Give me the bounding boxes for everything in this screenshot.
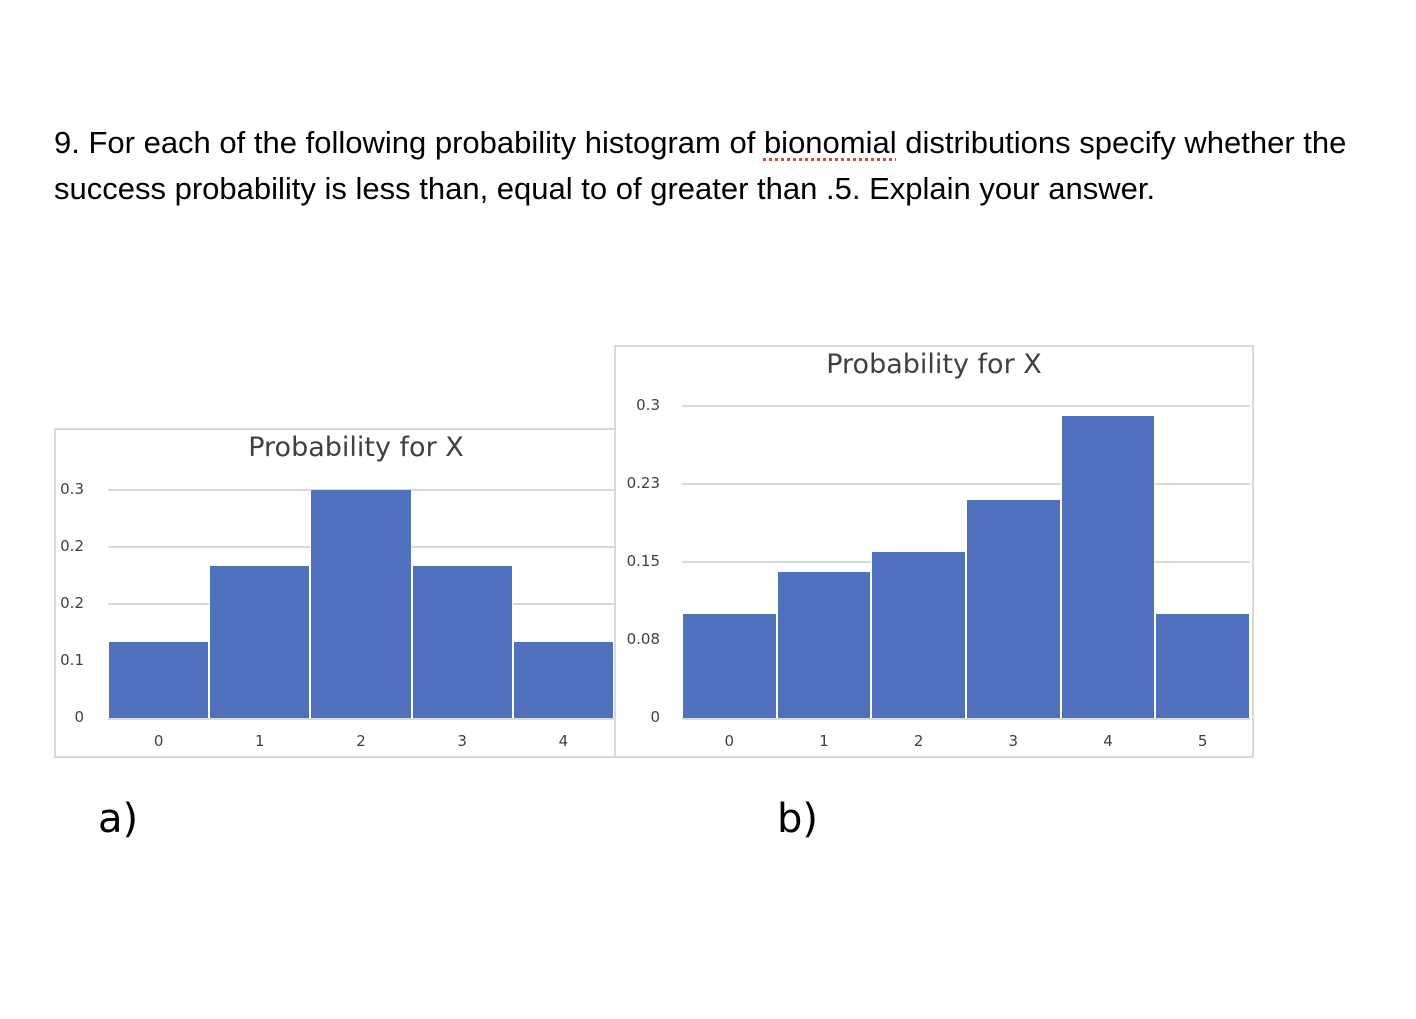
chart-b-title: Probability for X bbox=[826, 349, 1042, 380]
gridline bbox=[682, 405, 1250, 407]
histogram-bar[interactable] bbox=[108, 642, 210, 718]
x-tick-label: 5 bbox=[1197, 732, 1208, 750]
histogram-bar[interactable] bbox=[512, 642, 614, 718]
x-tick-label: 3 bbox=[1008, 732, 1019, 750]
x-tick-label: 2 bbox=[356, 732, 366, 750]
y-tick-label: 0 bbox=[74, 708, 84, 726]
histogram-bar[interactable] bbox=[682, 614, 777, 718]
y-tick-label: 0.2 bbox=[60, 594, 84, 612]
y-tick-label: 0 bbox=[650, 708, 660, 726]
x-tick-label: 0 bbox=[724, 732, 735, 750]
histogram-bar[interactable] bbox=[1155, 614, 1250, 718]
histogram-bar[interactable] bbox=[310, 490, 412, 718]
x-axis-line bbox=[682, 718, 1250, 720]
question-prefix: 9. For each of the following probability… bbox=[54, 125, 764, 160]
x-tick-label: 1 bbox=[819, 732, 829, 750]
question-suffix: distributions specify whether the succes… bbox=[54, 125, 1347, 206]
x-tick-label: 4 bbox=[1103, 732, 1113, 750]
histogram-a[interactable]: Probability for X 0.3 0.2 0.2 0.1 0 0 1 2 3 4 bbox=[54, 428, 618, 758]
x-tick-label: 1 bbox=[255, 732, 265, 750]
part-b-label: b) bbox=[777, 796, 818, 842]
misspelled-word[interactable]: bionomial bbox=[763, 125, 897, 160]
y-tick-label: 0.23 bbox=[626, 474, 660, 492]
x-axis-line bbox=[108, 718, 614, 720]
histogram-bar[interactable] bbox=[776, 572, 872, 718]
y-tick-label: 0.1 bbox=[60, 651, 84, 669]
x-tick-label: 4 bbox=[558, 732, 569, 750]
histogram-bar[interactable] bbox=[1060, 416, 1156, 718]
histogram-bar[interactable] bbox=[966, 499, 1061, 718]
y-tick-label: 0.3 bbox=[636, 396, 660, 414]
histogram-bar[interactable] bbox=[871, 551, 966, 718]
y-tick-label: 0.3 bbox=[60, 480, 84, 498]
question-text: 9. For each of the following probability… bbox=[54, 120, 1394, 212]
part-a-label: a) bbox=[98, 796, 139, 842]
y-tick-label: 0.2 bbox=[60, 537, 84, 555]
gridline bbox=[682, 483, 1250, 485]
y-tick-label: 0.15 bbox=[626, 552, 660, 570]
x-tick-label: 0 bbox=[153, 732, 164, 750]
x-tick-label: 2 bbox=[913, 732, 924, 750]
histogram-bar[interactable] bbox=[209, 566, 311, 718]
chart-a-title: Probability for X bbox=[248, 432, 464, 463]
x-tick-label: 3 bbox=[457, 732, 467, 750]
histogram-b[interactable]: Probability for X 0.3 0.23 0.15 0.08 0 0 1 2 3 4 5 bbox=[614, 345, 1254, 758]
y-tick-label: 0.08 bbox=[626, 630, 660, 648]
histogram-bar[interactable] bbox=[411, 566, 513, 718]
